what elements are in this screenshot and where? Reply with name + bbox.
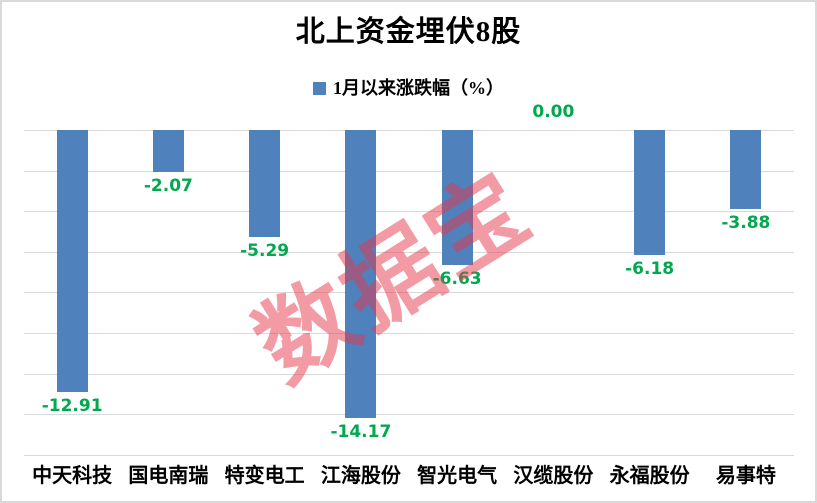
gridline <box>24 130 794 131</box>
bar <box>152 130 184 173</box>
legend-label: 1月以来涨跌幅（%） <box>333 78 504 98</box>
gridline <box>24 211 794 213</box>
bar <box>730 130 762 209</box>
gridline <box>24 170 794 172</box>
category-label: 智光电气 <box>417 465 498 487</box>
category-label: 中天科技 <box>32 465 113 487</box>
value-label: -12.91 <box>41 396 103 417</box>
legend-swatch-icon <box>313 81 326 95</box>
gridline <box>24 414 794 416</box>
value-label: -14.17 <box>330 421 392 442</box>
bar <box>634 130 666 256</box>
category-label: 易事特 <box>715 465 776 487</box>
value-label: -2.07 <box>143 176 193 197</box>
category-label: 汉缆股份 <box>513 465 594 487</box>
gridline <box>24 333 794 334</box>
bar <box>441 130 473 265</box>
category-label: 国电南瑞 <box>128 465 209 487</box>
gridline <box>24 292 794 294</box>
value-label: -6.63 <box>432 268 482 289</box>
bar <box>249 130 281 238</box>
legend: 1月以来涨跌幅（%） <box>2 79 815 97</box>
category-label: 特变电工 <box>224 465 305 487</box>
bar <box>345 130 377 418</box>
bar <box>56 130 88 393</box>
gridline <box>24 251 794 253</box>
category-label: 永福股份 <box>609 465 690 487</box>
value-label: -5.29 <box>240 241 290 262</box>
category-label: 江海股份 <box>320 465 401 487</box>
value-label: -6.18 <box>625 259 675 280</box>
chart-title: 北上资金埋伏8股 <box>295 16 522 48</box>
gridline <box>24 454 794 456</box>
value-label: 0.00 <box>532 102 575 122</box>
value-label: -3.88 <box>721 212 771 233</box>
gridline <box>24 373 794 375</box>
